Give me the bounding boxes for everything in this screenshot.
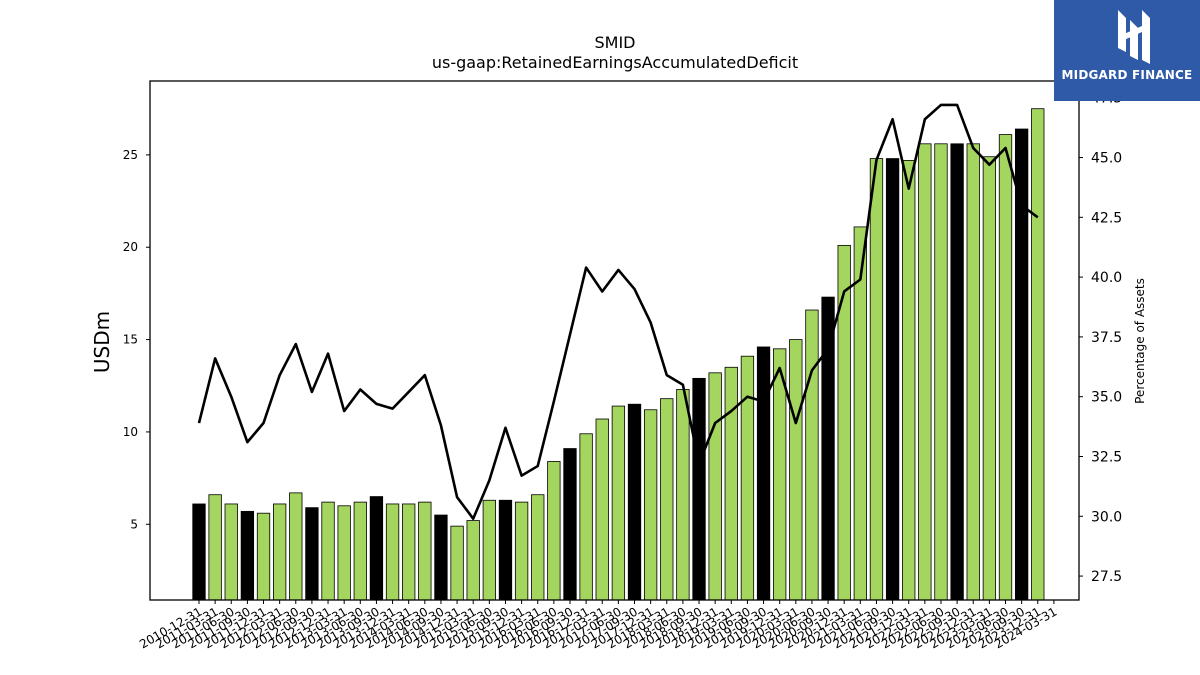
- bar: [643, 409, 658, 601]
- y-tick-label: 20: [123, 240, 138, 254]
- bar: [482, 499, 496, 601]
- bar: [837, 244, 851, 601]
- bar: [740, 355, 755, 601]
- bar: [531, 494, 545, 601]
- y-tick-label: 5: [130, 517, 138, 531]
- brand-logo: MIDGARD FINANCE: [1054, 0, 1200, 101]
- bar: [789, 339, 803, 601]
- bar: [902, 160, 916, 601]
- bar: [676, 389, 690, 601]
- y2-tick-label: 45.0: [1091, 151, 1122, 167]
- y-axis-left: 5 10 15 20 25: [123, 148, 150, 531]
- bar: [918, 143, 932, 601]
- plot-frame: [149, 80, 1080, 601]
- bar: [466, 520, 480, 601]
- bar: [337, 505, 351, 601]
- bar: [434, 514, 448, 601]
- bar: [950, 143, 964, 601]
- y2-tick-label: 32.5: [1091, 449, 1122, 465]
- bar: [627, 403, 642, 601]
- y2-tick-label: 30.0: [1091, 509, 1122, 525]
- bar: [385, 503, 400, 601]
- bar: [208, 494, 222, 601]
- bar: [369, 496, 384, 601]
- bar: [272, 503, 287, 601]
- midgard-logo-icon: [1118, 10, 1150, 64]
- y2-tick-label: 40.0: [1091, 270, 1122, 286]
- bar: [885, 158, 900, 601]
- bar-series: [192, 108, 1045, 601]
- line-series: [197, 103, 1039, 520]
- bar: [692, 377, 706, 601]
- y-tick-label: 25: [123, 148, 138, 162]
- bar: [514, 501, 529, 601]
- bar: [595, 418, 609, 601]
- bar: [321, 501, 335, 601]
- y-tick-label: 10: [123, 425, 138, 439]
- bar: [611, 405, 626, 601]
- bar: [240, 510, 255, 601]
- brand-name: MIDGARD FINANCE: [1061, 68, 1193, 82]
- bar: [289, 492, 303, 601]
- bar: [869, 158, 884, 601]
- bar: [402, 503, 416, 601]
- bar: [547, 461, 561, 601]
- bar: [966, 143, 980, 601]
- chart-subtitle: us-gaap:RetainedEarningsAccumulatedDefic…: [432, 53, 798, 72]
- bar: [305, 507, 319, 601]
- bar: [805, 309, 819, 601]
- bar: [450, 525, 464, 601]
- y2-tick-label: 35.0: [1091, 390, 1122, 406]
- y2-tick-label: 37.5: [1091, 330, 1122, 346]
- y2-axis-label: Percentage of Assets: [1133, 278, 1147, 404]
- bar: [353, 501, 367, 601]
- x-axis: 2010-12-312011-03-312011-06-302011-09-30…: [137, 600, 1059, 651]
- bar: [756, 346, 771, 601]
- bar: [192, 503, 206, 601]
- bar: [563, 448, 577, 601]
- bar: [1014, 128, 1029, 601]
- bar: [224, 503, 238, 601]
- bar: [982, 156, 997, 601]
- bar: [934, 143, 948, 601]
- bar: [579, 433, 593, 601]
- y2-tick-label: 27.5: [1091, 569, 1122, 585]
- chart-title: SMID: [595, 33, 636, 52]
- bar: [708, 372, 722, 601]
- bar: [724, 366, 738, 601]
- bar: [1031, 108, 1045, 601]
- bar: [418, 501, 432, 601]
- y2-tick-label: 42.5: [1091, 210, 1122, 226]
- bar: [660, 398, 674, 601]
- y-axis-right: 27.530.032.535.037.540.042.545.047.5: [1079, 91, 1122, 585]
- bar: [821, 296, 835, 601]
- y-tick-label: 15: [123, 333, 138, 347]
- bar: [998, 134, 1013, 601]
- percentage-line: [197, 103, 1039, 520]
- bar: [256, 512, 271, 601]
- y-axis-label: USDm: [90, 311, 114, 373]
- bar: [498, 499, 513, 601]
